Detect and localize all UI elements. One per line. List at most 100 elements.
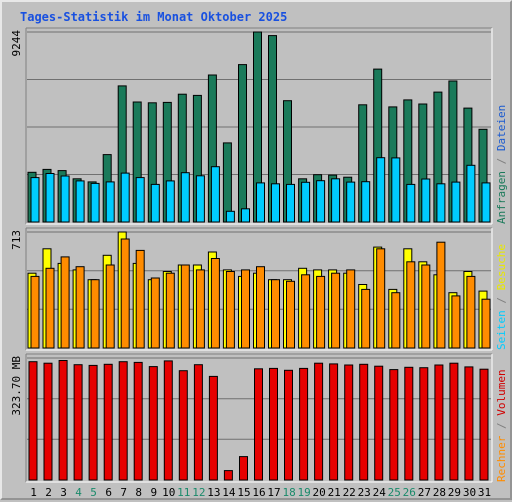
x-tick-label-day-6: 6 (105, 486, 112, 499)
chart-panel-1: 9244 Anfragen / Dateien (10, 27, 508, 225)
bar-volumen-day-6 (103, 363, 113, 481)
bar-besuche-day-17 (271, 279, 280, 349)
chart-panel-2: 713 Seiten / Besuche (10, 227, 508, 351)
bar-dateien-day-11 (180, 172, 190, 223)
x-tick-label-day-13: 13 (207, 486, 220, 499)
legend-part: Besuche (495, 244, 508, 290)
bar-volumen-day-7 (118, 361, 128, 481)
x-tick-label-day-1: 1 (30, 486, 37, 499)
bar-volumen-day-15 (239, 456, 248, 481)
x-tick-label-day-21: 21 (328, 486, 341, 499)
bar-anfragen-day-15 (238, 64, 247, 223)
bar-besuche-day-8 (135, 249, 145, 349)
bar-besuche-day-28 (436, 241, 446, 349)
bar-volumen-day-2 (43, 362, 53, 481)
legend-part: Rechner (495, 435, 508, 482)
legend-part: / (495, 416, 508, 436)
bar-volumen-day-16 (254, 368, 263, 481)
bar-dateien-day-10 (165, 180, 175, 223)
bar-dateien-day-25 (391, 157, 401, 223)
legend-part: Volumen (495, 369, 508, 415)
bar-besuche-day-13 (210, 258, 220, 349)
bar-besuche-day-30 (466, 275, 476, 349)
bar-volumen-day-27 (419, 367, 429, 481)
legend-part: Dateien (495, 105, 508, 151)
bar-volumen-day-31 (479, 368, 489, 481)
bar-besuche-day-29 (451, 295, 461, 349)
bar-besuche-day-11 (180, 264, 190, 349)
bar-besuche-day-4 (75, 266, 85, 349)
x-tick-label-day-14: 14 (222, 486, 236, 499)
bar-dateien-day-4 (75, 180, 85, 223)
bar-dateien-day-27 (421, 178, 431, 223)
bar-volumen-day-9 (148, 366, 158, 481)
bar-besuche-day-18 (286, 280, 295, 349)
bar-volumen-day-19 (299, 367, 309, 481)
bar-volumen-day-8 (133, 361, 143, 481)
bar-volumen-day-5 (88, 364, 98, 481)
x-tick-label-day-2: 2 (45, 486, 52, 499)
bar-volumen-day-24 (374, 365, 384, 481)
bar-besuche-day-31 (481, 298, 491, 349)
panel-bars (27, 31, 491, 223)
bar-besuche-day-19 (301, 274, 311, 349)
panel-side-legend: Seiten / Besuche (495, 244, 508, 350)
x-tick-label-day-31: 31 (478, 486, 491, 499)
bar-dateien-day-16 (256, 182, 265, 223)
legend-part: Anfragen (495, 171, 508, 224)
bar-dateien-day-7 (120, 172, 130, 223)
x-tick-label-day-4: 4 (75, 486, 82, 499)
x-tick-label-day-27: 27 (418, 486, 431, 499)
x-tick-label-day-12: 12 (192, 486, 205, 499)
bar-besuche-day-3 (60, 256, 70, 349)
bar-dateien-day-18 (286, 183, 295, 223)
x-tick-label-day-3: 3 (60, 486, 67, 499)
chart-panel-3: 323.70 MB Rechner / Volumen (10, 353, 508, 483)
bar-dateien-day-24 (376, 157, 386, 223)
bar-volumen-day-14 (223, 470, 233, 481)
bar-volumen-day-12 (193, 364, 203, 481)
panel-side-legend: Anfragen / Dateien (495, 105, 508, 224)
bar-anfragen-day-14 (222, 142, 232, 223)
bar-besuche-day-7 (120, 238, 130, 349)
x-tick-label-day-15: 15 (237, 486, 250, 499)
x-tick-label-day-16: 16 (252, 486, 265, 499)
bar-besuche-day-14 (225, 271, 235, 349)
bar-besuche-day-25 (391, 292, 401, 349)
bar-volumen-day-13 (208, 375, 218, 481)
chart-title: Tages-Statistik im Monat Oktober 2025 (20, 10, 287, 24)
x-tick-label-day-11: 11 (177, 486, 190, 499)
panel-ymax-label: 713 (10, 230, 23, 250)
x-tick-label-day-23: 23 (358, 486, 371, 499)
bar-besuche-day-23 (361, 288, 371, 349)
panel-side-legend: Rechner / Volumen (495, 369, 508, 482)
x-tick-label-day-26: 26 (403, 486, 416, 499)
bar-volumen-day-10 (163, 360, 173, 481)
chart-panels: 9244 Anfragen / Dateien 713 Seiten / Besuch… (10, 27, 508, 483)
bar-besuche-day-5 (90, 279, 100, 349)
bar-dateien-day-14 (225, 210, 235, 223)
x-tick-label-day-22: 22 (343, 486, 356, 499)
bar-dateien-day-8 (135, 177, 145, 223)
legend-part: / (495, 290, 508, 310)
x-tick-label-day-7: 7 (120, 486, 127, 499)
x-tick-label-day-10: 10 (162, 486, 175, 499)
bar-dateien-day-22 (346, 181, 356, 223)
bar-besuche-day-2 (45, 267, 55, 349)
legend-part: / (495, 151, 508, 171)
bar-dateien-day-3 (60, 175, 70, 223)
x-tick-label-day-5: 5 (90, 486, 97, 499)
bar-dateien-day-12 (195, 175, 205, 223)
x-tick-label-day-25: 25 (388, 486, 401, 499)
x-tick-label-day-17: 17 (267, 486, 280, 499)
bar-dateien-day-5 (90, 182, 100, 223)
bar-volumen-day-28 (434, 364, 444, 481)
bar-besuche-day-9 (150, 277, 160, 349)
bar-besuche-day-26 (406, 261, 416, 349)
bar-dateien-day-29 (451, 181, 461, 223)
bar-volumen-day-17 (269, 367, 278, 481)
bar-volumen-day-23 (359, 363, 369, 481)
bar-volumen-day-26 (404, 366, 414, 481)
bar-dateien-day-28 (436, 183, 446, 223)
